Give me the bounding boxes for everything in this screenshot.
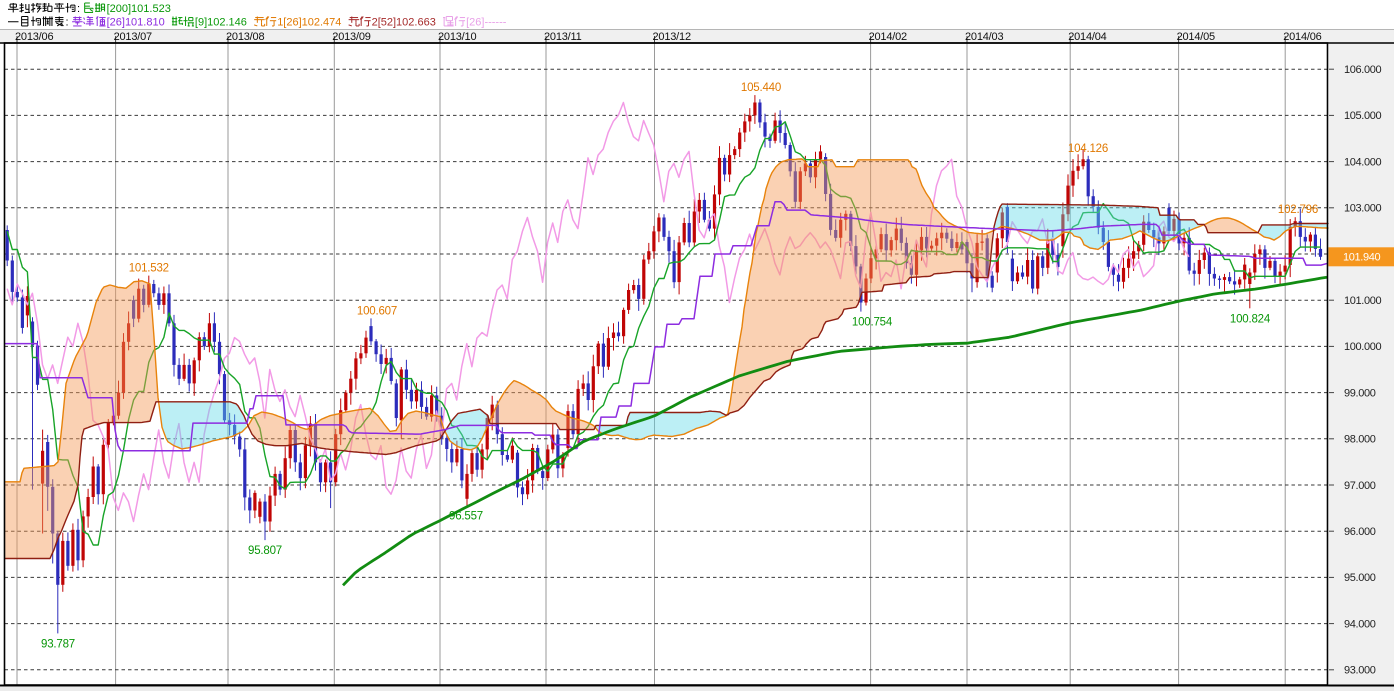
svg-text:2013/12: 2013/12 bbox=[653, 31, 691, 43]
svg-text:99.000: 99.000 bbox=[1344, 387, 1376, 399]
svg-text:2013/08: 2013/08 bbox=[226, 31, 264, 43]
svg-text:98.000: 98.000 bbox=[1344, 434, 1376, 446]
svg-text:100.000: 100.000 bbox=[1344, 341, 1382, 353]
svg-text:94.000: 94.000 bbox=[1344, 618, 1376, 630]
svg-text:2[52]102.663: 2[52]102.663 bbox=[372, 17, 436, 29]
svg-text:97.000: 97.000 bbox=[1344, 480, 1376, 492]
svg-text:2013/09: 2013/09 bbox=[332, 31, 370, 43]
svg-text:104.126: 104.126 bbox=[1068, 143, 1108, 155]
svg-text:2014/06: 2014/06 bbox=[1283, 31, 1321, 43]
svg-text:2014/02: 2014/02 bbox=[869, 31, 907, 43]
svg-text:102.796: 102.796 bbox=[1278, 204, 1318, 216]
svg-text:[26]------: [26]------ bbox=[466, 17, 507, 29]
svg-text:101.532: 101.532 bbox=[129, 263, 169, 275]
svg-text:2013/11: 2013/11 bbox=[544, 31, 582, 43]
svg-text:105.440: 105.440 bbox=[741, 82, 781, 94]
svg-text:95.000: 95.000 bbox=[1344, 572, 1376, 584]
svg-text:2014/03: 2014/03 bbox=[965, 31, 1003, 43]
svg-text::: : bbox=[66, 17, 69, 29]
svg-text:101.000: 101.000 bbox=[1344, 295, 1382, 307]
svg-text:2014/05: 2014/05 bbox=[1177, 31, 1215, 43]
svg-text:2013/10: 2013/10 bbox=[438, 31, 476, 43]
svg-text:96.000: 96.000 bbox=[1344, 526, 1376, 538]
svg-text:103.000: 103.000 bbox=[1344, 203, 1382, 215]
svg-text:96.557: 96.557 bbox=[449, 511, 483, 523]
svg-text::: : bbox=[77, 3, 80, 15]
svg-text:106.000: 106.000 bbox=[1344, 64, 1382, 76]
svg-text:101.940: 101.940 bbox=[1343, 252, 1381, 264]
svg-text:2014/04: 2014/04 bbox=[1068, 31, 1106, 43]
svg-text:93.000: 93.000 bbox=[1344, 665, 1376, 677]
svg-text:95.807: 95.807 bbox=[248, 545, 282, 557]
svg-text:[9]102.146: [9]102.146 bbox=[195, 17, 247, 29]
svg-text:2013/06: 2013/06 bbox=[15, 31, 53, 43]
svg-text:100.607: 100.607 bbox=[357, 305, 397, 317]
svg-text:93.787: 93.787 bbox=[41, 638, 75, 650]
svg-text:105.000: 105.000 bbox=[1344, 110, 1382, 122]
svg-text:100.824: 100.824 bbox=[1230, 313, 1271, 325]
svg-text:[200]101.523: [200]101.523 bbox=[107, 3, 171, 15]
svg-text:100.754: 100.754 bbox=[852, 317, 893, 329]
svg-text:104.000: 104.000 bbox=[1344, 156, 1382, 168]
svg-text:2013/07: 2013/07 bbox=[114, 31, 152, 43]
svg-text:1[26]102.474: 1[26]102.474 bbox=[277, 17, 341, 29]
svg-text:[26]101.810: [26]101.810 bbox=[107, 17, 165, 29]
